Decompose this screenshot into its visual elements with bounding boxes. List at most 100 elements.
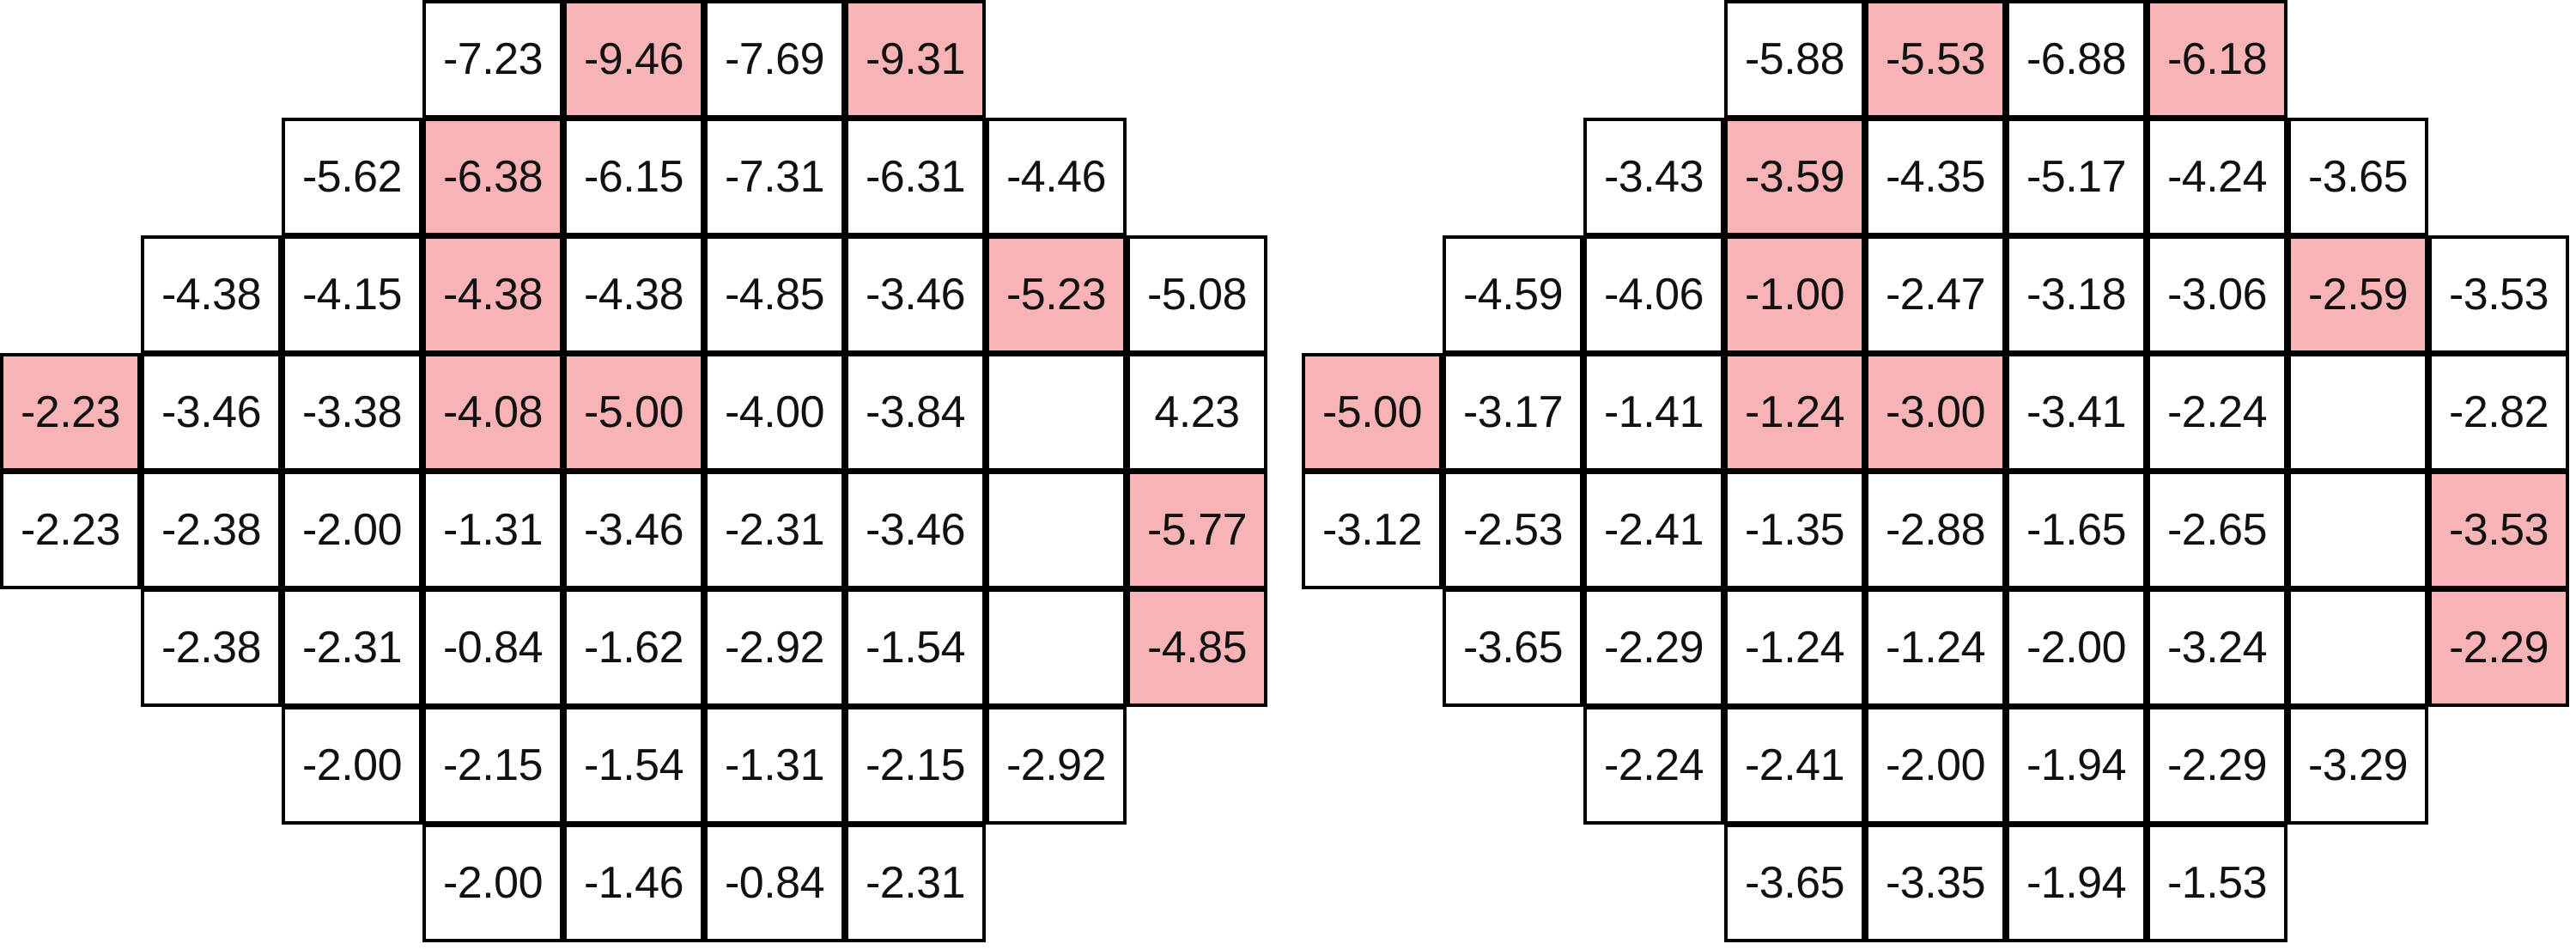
- value-cell: -3.53: [2428, 235, 2569, 354]
- value-cell: -3.65: [1443, 588, 1583, 707]
- value-cell: -1.35: [1724, 471, 1865, 589]
- value-cell: -2.00: [282, 706, 422, 825]
- value-cell: -4.06: [1583, 235, 1724, 354]
- highlighted-value-cell: -3.59: [1724, 118, 1865, 236]
- value-cell: -5.08: [1127, 235, 1267, 354]
- highlighted-value-cell: -9.46: [563, 0, 704, 119]
- highlighted-value-cell: -9.31: [845, 0, 986, 119]
- value-cell: -0.84: [704, 824, 845, 942]
- value-cell: -2.38: [141, 471, 282, 589]
- value-cell: -3.38: [282, 353, 422, 472]
- value-cell: -3.46: [845, 471, 986, 589]
- highlighted-value-cell: -5.00: [563, 353, 704, 472]
- value-cell: -2.47: [1865, 235, 2006, 354]
- value-cell: -1.46: [563, 824, 704, 942]
- value-cell: -3.17: [1443, 353, 1583, 472]
- highlighted-value-cell: -5.00: [1302, 353, 1443, 472]
- highlighted-value-cell: -4.85: [1127, 588, 1267, 707]
- value-cell: -5.62: [282, 118, 422, 236]
- value-cell: -2.24: [1583, 706, 1724, 825]
- value-cell: -3.12: [1302, 471, 1443, 589]
- value-cell: -3.24: [2147, 588, 2287, 707]
- value-cell: -3.18: [2006, 235, 2147, 354]
- value-cell: -2.65: [2147, 471, 2287, 589]
- value-cell: -4.35: [1865, 118, 2006, 236]
- value-cell: -2.41: [1583, 471, 1724, 589]
- value-cell: -1.94: [2006, 824, 2147, 942]
- value-cell: -7.31: [704, 118, 845, 236]
- empty-cell: [2287, 471, 2428, 589]
- value-cell: -1.53: [2147, 824, 2287, 942]
- highlighted-value-cell: -5.23: [986, 235, 1127, 354]
- value-cell: -5.17: [2006, 118, 2147, 236]
- value-cell: -3.46: [845, 235, 986, 354]
- highlighted-value-cell: -2.59: [2287, 235, 2428, 354]
- value-cell: -1.94: [2006, 706, 2147, 825]
- value-cell: -2.41: [1724, 706, 1865, 825]
- value-cell: -2.31: [282, 588, 422, 707]
- value-cell: -2.38: [141, 588, 282, 707]
- value-cell: -3.06: [2147, 235, 2287, 354]
- highlighted-value-cell: -5.53: [1865, 0, 2006, 119]
- value-cell: -1.65: [2006, 471, 2147, 589]
- value-cell: -3.35: [1865, 824, 2006, 942]
- value-cell: -2.92: [986, 706, 1127, 825]
- highlighted-value-cell: -4.08: [422, 353, 563, 472]
- value-cell: -1.31: [422, 471, 563, 589]
- value-cell: -3.84: [845, 353, 986, 472]
- value-cell: -1.31: [704, 706, 845, 825]
- value-cell: -3.43: [1583, 118, 1724, 236]
- highlighted-value-cell: -1.00: [1724, 235, 1865, 354]
- value-cell: -1.24: [1865, 588, 2006, 707]
- value-cell: -4.38: [141, 235, 282, 354]
- empty-cell: [986, 471, 1127, 589]
- value-cell: -1.54: [845, 588, 986, 707]
- value-cell: -2.24: [2147, 353, 2287, 472]
- value-cell: -3.41: [2006, 353, 2147, 472]
- value-cell: -2.31: [845, 824, 986, 942]
- value-cell: -2.31: [704, 471, 845, 589]
- value-cell: -4.00: [704, 353, 845, 472]
- value-cell: -4.38: [563, 235, 704, 354]
- value-cell: -2.88: [1865, 471, 2006, 589]
- value-cell: -1.54: [563, 706, 704, 825]
- value-cell: -3.46: [141, 353, 282, 472]
- value-cell: -4.46: [986, 118, 1127, 236]
- value-cell: -6.88: [2006, 0, 2147, 119]
- highlighted-value-cell: -3.00: [1865, 353, 2006, 472]
- value-cell: -2.29: [2147, 706, 2287, 825]
- value-cell: -6.15: [563, 118, 704, 236]
- highlighted-value-cell: -1.24: [1724, 353, 1865, 472]
- empty-cell: [2287, 588, 2428, 707]
- value-cell: -6.31: [845, 118, 986, 236]
- value-cell: -2.23: [0, 471, 141, 589]
- value-cell: -2.15: [845, 706, 986, 825]
- highlighted-value-cell: -6.38: [422, 118, 563, 236]
- value-cell: -2.82: [2428, 353, 2569, 472]
- highlighted-value-cell: -5.77: [1127, 471, 1267, 589]
- value-cell: -1.24: [1724, 588, 1865, 707]
- value-cell: -3.65: [2287, 118, 2428, 236]
- value-cell: -0.84: [422, 588, 563, 707]
- value-cell: -4.24: [2147, 118, 2287, 236]
- value-cell: -7.69: [704, 0, 845, 119]
- value-cell: -2.92: [704, 588, 845, 707]
- value-cell: -5.88: [1724, 0, 1865, 119]
- value-cell: -2.29: [1583, 588, 1724, 707]
- empty-cell: [986, 588, 1127, 707]
- value-cell: -1.41: [1583, 353, 1724, 472]
- highlighted-value-cell: -3.53: [2428, 471, 2569, 589]
- value-cell: -2.15: [422, 706, 563, 825]
- value-cell: -3.46: [563, 471, 704, 589]
- value-cell: -2.00: [1865, 706, 2006, 825]
- value-cell: -3.65: [1724, 824, 1865, 942]
- empty-cell: [986, 353, 1127, 472]
- value-cell: -2.00: [2006, 588, 2147, 707]
- value-cell: -2.00: [282, 471, 422, 589]
- value-cell: -2.00: [422, 824, 563, 942]
- highlighted-value-cell: -6.18: [2147, 0, 2287, 119]
- value-cell: -4.15: [282, 235, 422, 354]
- value-cell: 4.23: [1127, 353, 1267, 472]
- highlighted-value-cell: -4.38: [422, 235, 563, 354]
- value-cell: -2.53: [1443, 471, 1583, 589]
